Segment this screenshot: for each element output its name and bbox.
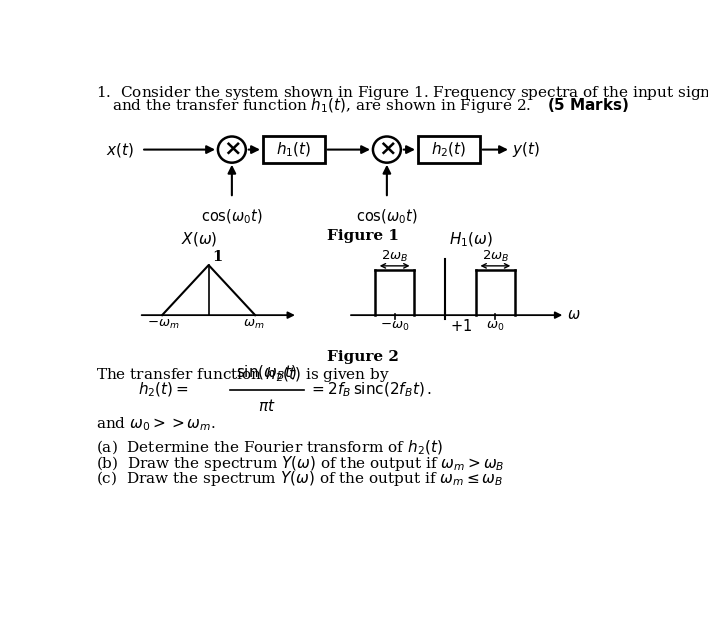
Text: 1.  Consider the system shown in Figure 1. Frequency spectra of the input signal: 1. Consider the system shown in Figure 1…: [96, 83, 708, 101]
Text: (c)  Draw the spectrum $Y(\omega)$ of the output if $\omega_m \leq \omega_B$: (c) Draw the spectrum $Y(\omega)$ of the…: [96, 469, 503, 488]
Text: $\cos(\omega_0 t)$: $\cos(\omega_0 t)$: [356, 207, 418, 225]
Text: $\mathbf{\times}$: $\mathbf{\times}$: [223, 139, 241, 161]
Text: Figure 2: Figure 2: [327, 350, 399, 364]
Text: $\mathbf{(5\ Marks)}$: $\mathbf{(5\ Marks)}$: [547, 96, 629, 115]
Text: The transfer function $h_2(t)$ is given by: The transfer function $h_2(t)$ is given …: [96, 365, 390, 384]
Text: $\sin(\omega_B t)$: $\sin(\omega_B t)$: [236, 364, 297, 382]
Text: $-\omega_m$: $-\omega_m$: [147, 318, 180, 331]
Text: $H_1(\omega)$: $H_1(\omega)$: [449, 231, 493, 249]
Text: $y(t)$: $y(t)$: [513, 140, 540, 159]
Text: 1: 1: [212, 250, 223, 264]
Bar: [418, 136, 480, 164]
Text: $+1$: $+1$: [450, 318, 472, 334]
Text: $h_1(t)$: $h_1(t)$: [276, 140, 312, 159]
Text: $-\omega_0$: $-\omega_0$: [380, 320, 409, 333]
Text: Figure 1: Figure 1: [327, 229, 399, 243]
Text: $\omega_0$: $\omega_0$: [486, 320, 505, 333]
Text: $h_2(t)$: $h_2(t)$: [431, 140, 467, 159]
Text: $\pi t$: $\pi t$: [258, 397, 275, 413]
Text: and the transfer function $h_1(t)$, are shown in Figure 2.: and the transfer function $h_1(t)$, are …: [112, 96, 531, 115]
Text: $2\omega_B$: $2\omega_B$: [381, 249, 409, 264]
Text: (a)  Determine the Fourier transform of $h_2(t)$: (a) Determine the Fourier transform of $…: [96, 438, 443, 457]
Text: $\cos(\omega_0 t)$: $\cos(\omega_0 t)$: [201, 207, 263, 225]
Text: $\omega$: $\omega$: [567, 308, 581, 322]
Text: (b)  Draw the spectrum $Y(\omega)$ of the output if $\omega_m > \omega_B$: (b) Draw the spectrum $Y(\omega)$ of the…: [96, 454, 505, 473]
Text: $x(t)$: $x(t)$: [105, 141, 134, 159]
Text: $= 2f_B\,\mathrm{sinc}(2f_B t)\,.$: $= 2f_B\,\mathrm{sinc}(2f_B t)\,.$: [309, 381, 432, 399]
Text: $2\omega_B$: $2\omega_B$: [481, 249, 509, 264]
Text: and $\omega_0 >> \omega_m$.: and $\omega_0 >> \omega_m$.: [96, 415, 216, 433]
Text: $h_2(t) =$: $h_2(t) =$: [138, 381, 189, 399]
Bar: [263, 136, 325, 164]
Text: $\omega_m$: $\omega_m$: [243, 318, 264, 331]
Text: $\mathbf{\times}$: $\mathbf{\times}$: [378, 139, 396, 161]
Text: $X(\omega)$: $X(\omega)$: [181, 230, 217, 248]
